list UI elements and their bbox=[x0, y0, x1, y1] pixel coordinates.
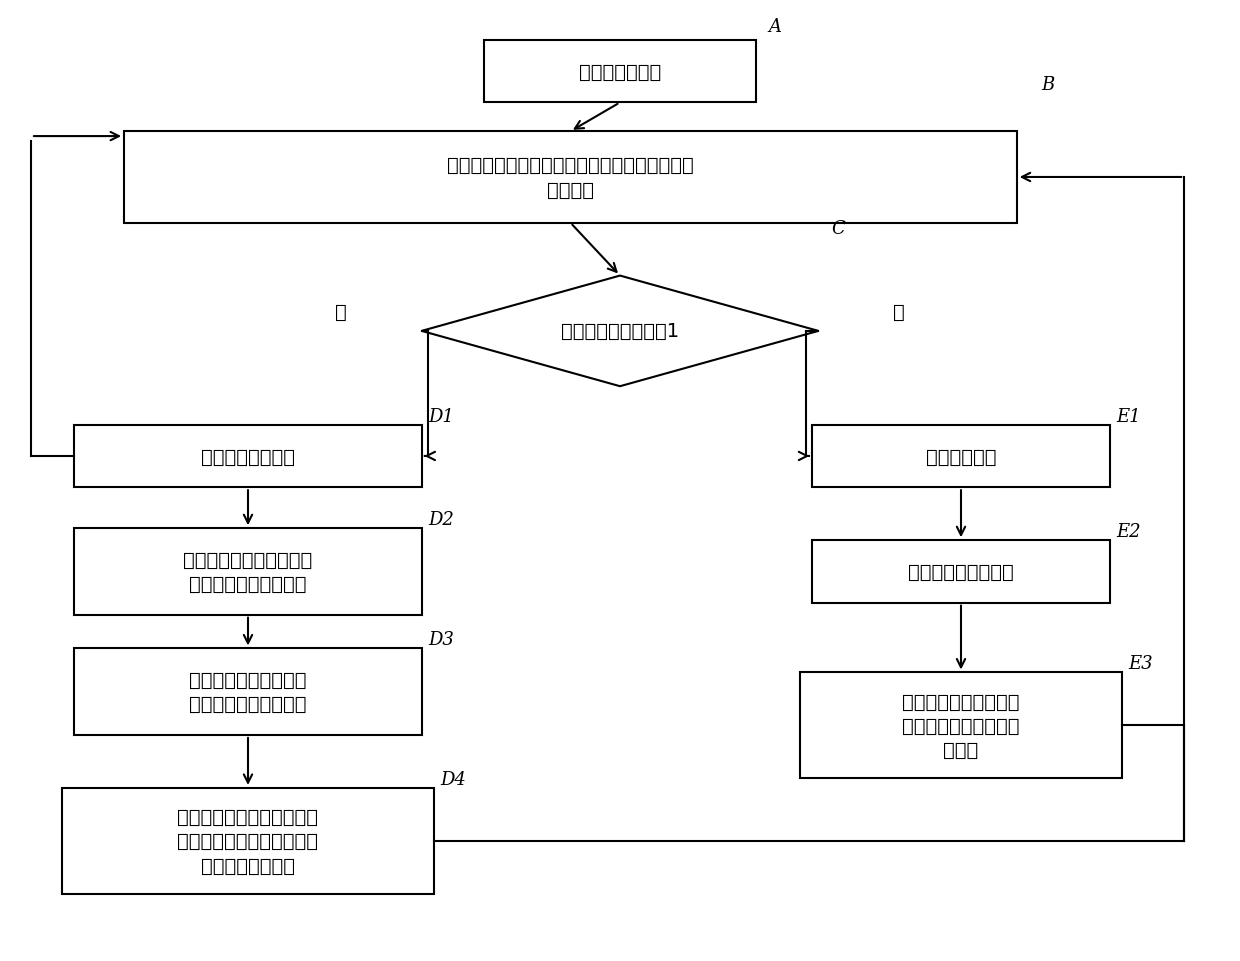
Text: D1: D1 bbox=[428, 407, 454, 425]
Text: 将所述可编程控制程序
的结果输出至输出端子
后跳转: 将所述可编程控制程序 的结果输出至输出端子 后跳转 bbox=[903, 692, 1019, 759]
Text: 扫描无线网络由实时时钟控制无线收发电路处于
接收状态: 扫描无线网络由实时时钟控制无线收发电路处于 接收状态 bbox=[448, 157, 693, 199]
Text: C: C bbox=[831, 220, 844, 237]
Bar bbox=[62, 788, 434, 894]
Text: D3: D3 bbox=[428, 630, 454, 649]
Text: D4: D4 bbox=[440, 770, 466, 788]
Text: 扫描输入状态: 扫描输入状态 bbox=[926, 447, 996, 466]
Text: A: A bbox=[769, 18, 781, 36]
Text: 按规定协议接收由无线接
收中断保存的无线数据: 按规定协议接收由无线接 收中断保存的无线数据 bbox=[184, 551, 312, 593]
Text: B: B bbox=[1042, 76, 1055, 94]
Text: 形成无线数据，按规定协议
发送数据后并检测到无线收
发中断信号后跳转: 形成无线数据，按规定协议 发送数据后并检测到无线收 发中断信号后跳转 bbox=[177, 807, 319, 875]
Text: 执行可编程控制程序: 执行可编程控制程序 bbox=[908, 562, 1014, 581]
Text: 是: 是 bbox=[335, 303, 347, 322]
Bar bbox=[812, 425, 1110, 488]
Text: E1: E1 bbox=[1116, 407, 1141, 425]
Bar bbox=[124, 133, 1017, 224]
Polygon shape bbox=[422, 277, 818, 386]
Bar bbox=[74, 529, 422, 615]
Text: 网络存在标志数据为1: 网络存在标志数据为1 bbox=[560, 322, 680, 341]
Text: 否: 否 bbox=[893, 303, 905, 322]
Text: E3: E3 bbox=[1128, 654, 1153, 673]
Text: D2: D2 bbox=[428, 510, 454, 529]
Bar bbox=[812, 540, 1110, 604]
Text: 将所述可编程控制程序
的结果输出至输出端子: 将所述可编程控制程序 的结果输出至输出端子 bbox=[190, 671, 306, 713]
Bar bbox=[484, 41, 756, 104]
Text: 进行动态网络扩展: 进行动态网络扩展 bbox=[201, 447, 295, 466]
Bar bbox=[800, 673, 1122, 778]
Text: 进行初始化设定: 进行初始化设定 bbox=[579, 62, 661, 82]
Text: E2: E2 bbox=[1116, 523, 1141, 540]
Bar bbox=[74, 425, 422, 488]
Bar bbox=[74, 649, 422, 735]
